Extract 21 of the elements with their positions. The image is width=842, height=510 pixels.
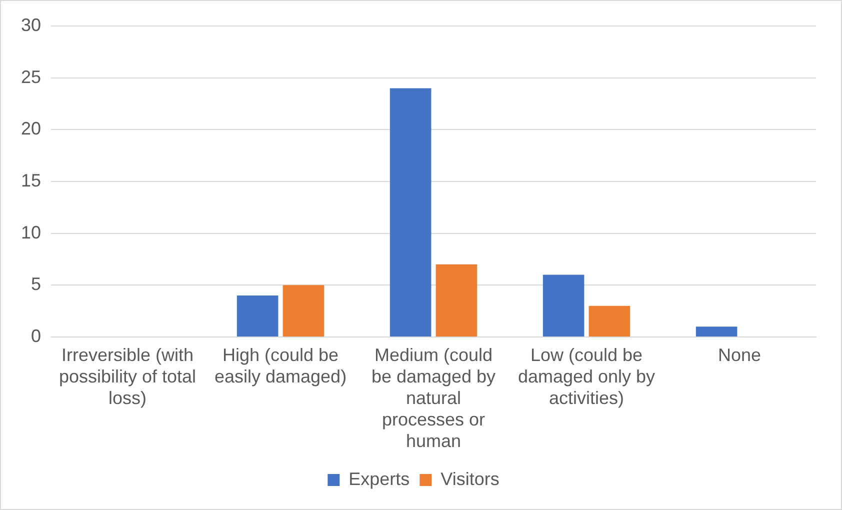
bar bbox=[236, 296, 278, 336]
x-tick-label: Irreversible (with possibility of total loss) bbox=[58, 344, 196, 408]
bar bbox=[588, 306, 630, 336]
y-tick-label: 25 bbox=[20, 66, 42, 87]
legend-label: Experts bbox=[348, 468, 410, 489]
y-tick-label: 30 bbox=[20, 14, 42, 35]
x-tick-label: High (could be easily damaged) bbox=[214, 344, 347, 386]
y-tick-label: 5 bbox=[31, 274, 42, 294]
y-tick-label: 0 bbox=[31, 326, 42, 346]
legend-label: Visitors bbox=[440, 468, 500, 489]
bar bbox=[696, 326, 738, 336]
x-tick-label: None bbox=[718, 344, 762, 365]
bar bbox=[282, 285, 324, 336]
bar bbox=[436, 264, 478, 336]
bar bbox=[542, 274, 584, 336]
x-tick-label: Low (could be damaged only by activities) bbox=[518, 344, 656, 408]
y-tick-label: 20 bbox=[20, 118, 42, 139]
bar bbox=[390, 88, 432, 336]
x-tick-label: Medium (could be damaged by natural processes or human bbox=[371, 344, 496, 452]
y-tick-label: 10 bbox=[20, 222, 42, 242]
y-tick-label: 15 bbox=[20, 170, 42, 190]
